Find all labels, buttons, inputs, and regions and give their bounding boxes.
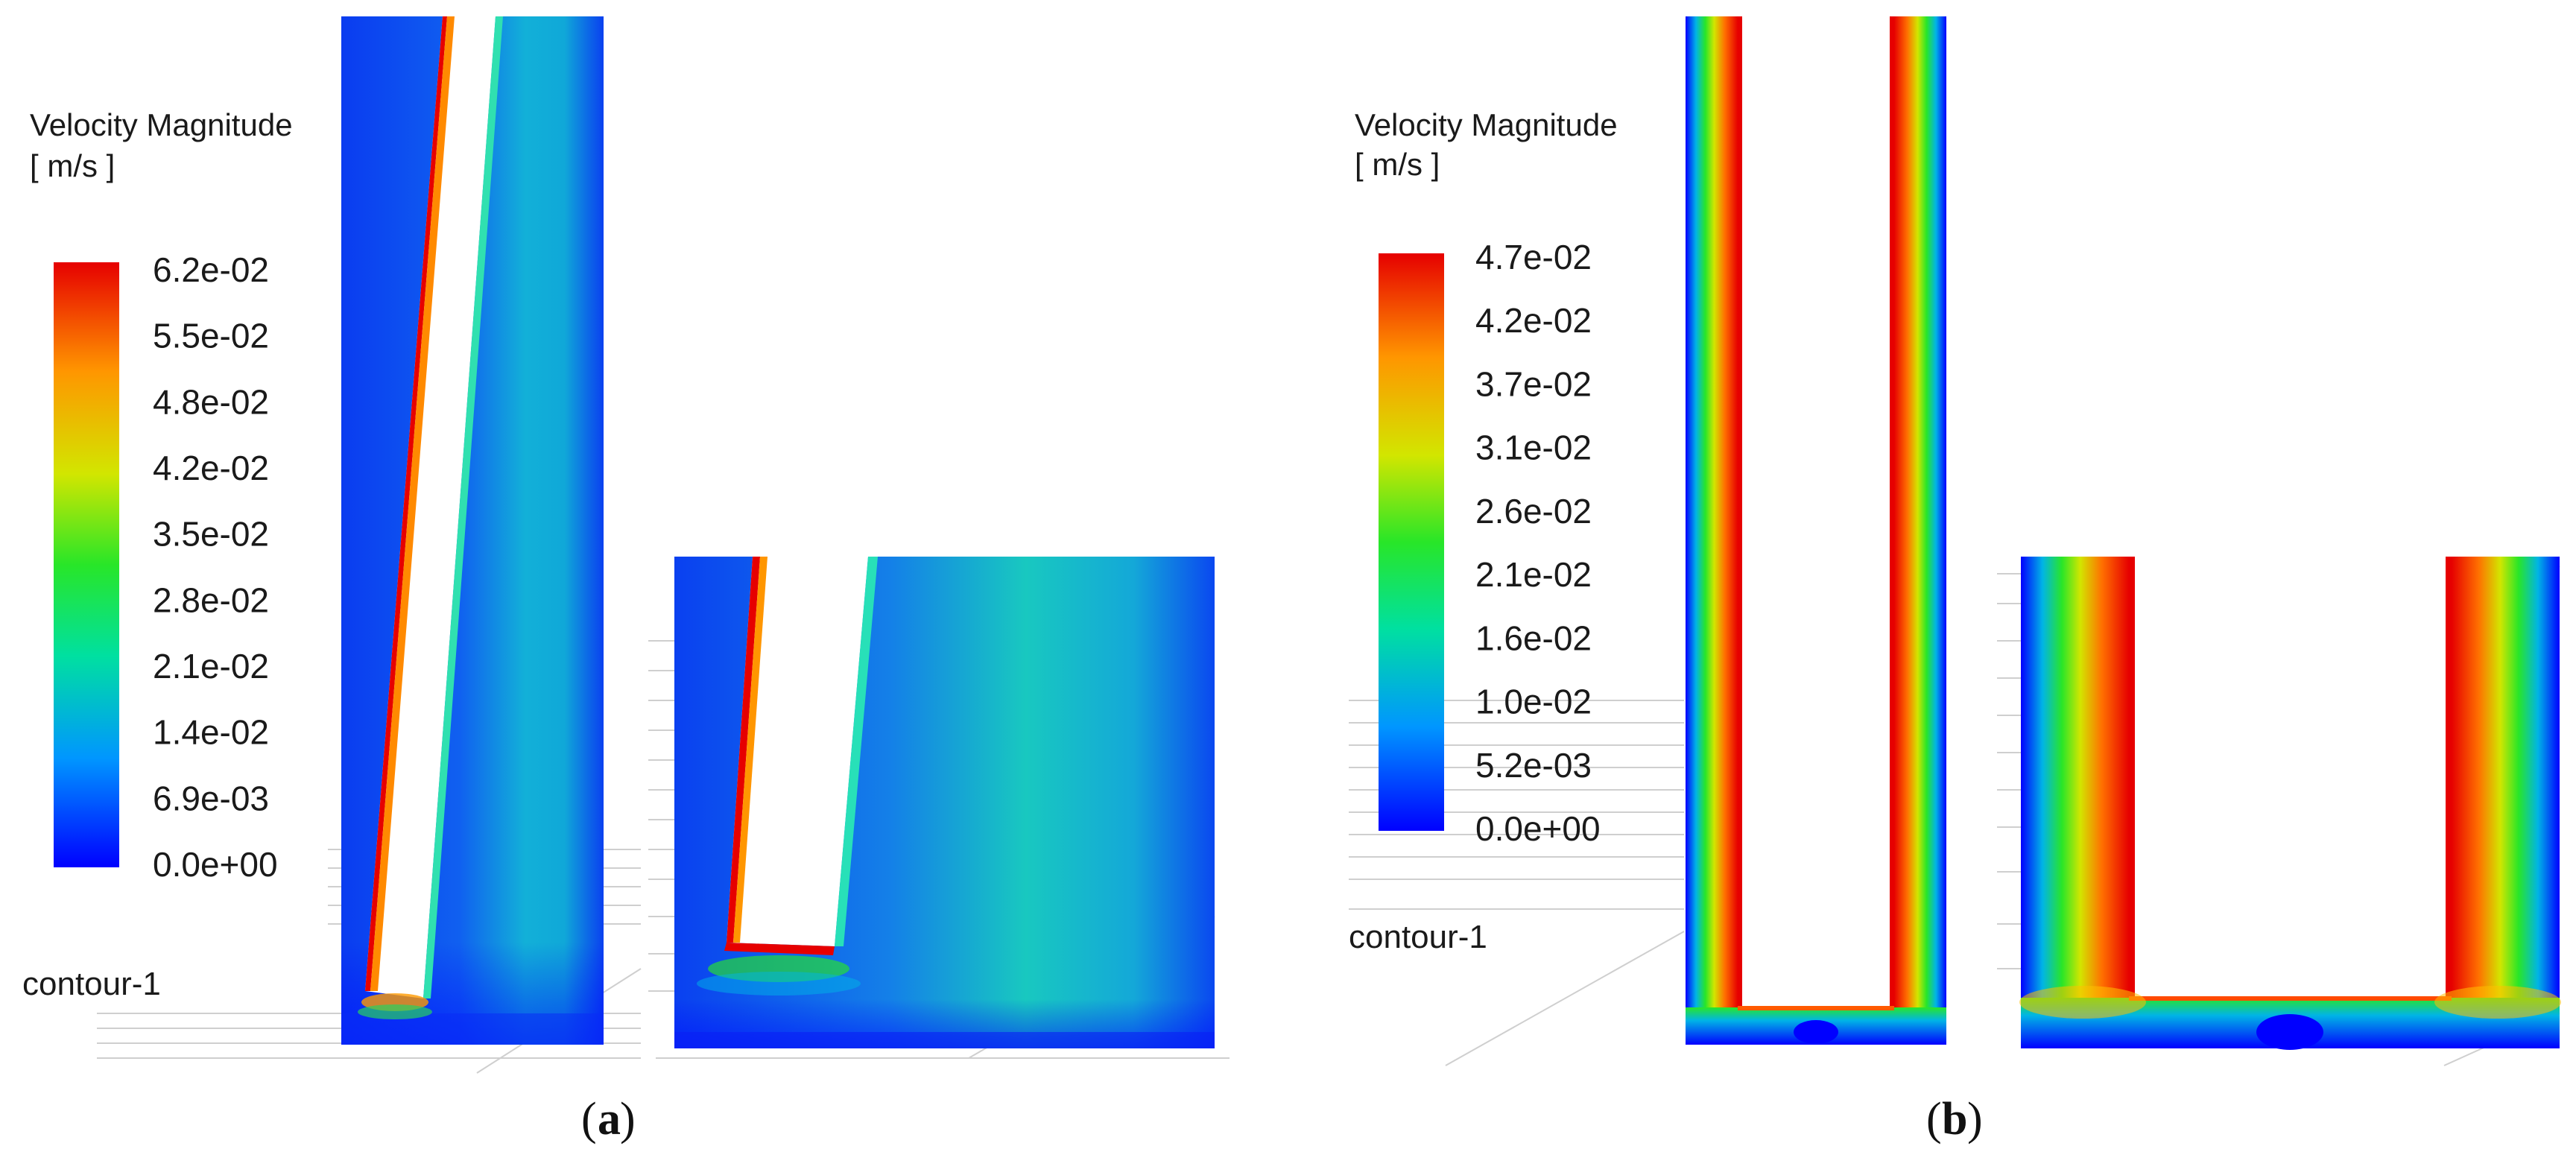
legend-tick-label: 5.5e-02	[153, 317, 269, 355]
legend-units-a: [ m/s ]	[30, 148, 115, 183]
legend-tick-label: 1.4e-02	[153, 713, 269, 752]
legend-tick-label: 4.2e-02	[1475, 301, 1592, 340]
caption-b-letter: b	[1942, 1094, 1967, 1145]
wide-domain-a	[674, 557, 1215, 1048]
legend-tick-label: 4.7e-02	[1475, 238, 1592, 276]
caption-a-close: )	[620, 1094, 636, 1145]
legend-tick-label: 1.6e-02	[1475, 618, 1592, 657]
caption-a-open: (	[581, 1094, 597, 1145]
panel-b: Velocity Magnitude [ m/s ] 4.7e-02 4.2e-0…	[1349, 16, 2561, 1145]
legend-tick-label: 6.9e-03	[153, 779, 269, 817]
legend-tick-label: 3.1e-02	[1475, 428, 1592, 467]
legend-tick-label: 2.8e-02	[153, 580, 269, 619]
caption-a: ( a )	[581, 1094, 636, 1145]
legend-tick-label: 6.2e-02	[153, 250, 269, 289]
legend-tick-label: 2.1e-02	[1475, 555, 1592, 594]
legend-title-a: Velocity Magnitude	[30, 107, 293, 142]
legend-tick-label: 2.6e-02	[1475, 492, 1592, 531]
caption-a-letter: a	[598, 1094, 621, 1145]
legend-tick-label: 0.0e+00	[153, 845, 278, 884]
legend-tick-label: 3.5e-02	[153, 515, 269, 554]
colorbar-a	[54, 262, 119, 867]
tall-domain-a	[341, 16, 604, 1045]
legend-tick-label: 1.0e-02	[1475, 683, 1592, 721]
panel-a: Velocity Magnitude [ m/s ] 6.2e-02 5.5e-0…	[22, 16, 1230, 1145]
legend-title-b: Velocity Magnitude	[1355, 107, 1618, 142]
legend-units-b: [ m/s ]	[1355, 147, 1440, 182]
contour-label-b: contour-1	[1349, 919, 1487, 955]
legend-ticks-b: 4.7e-02 4.2e-02 3.7e-02 3.1e-02 2.6e-02 2.1e-…	[1475, 238, 1601, 848]
legend-tick-label: 3.7e-02	[1475, 364, 1592, 403]
colorbar-b	[1379, 253, 1444, 831]
legend-tick-label: 2.1e-02	[153, 647, 269, 686]
contour-label-a: contour-1	[22, 966, 161, 1002]
caption-b-close: )	[1967, 1094, 1983, 1145]
wide-domain-b	[2019, 557, 2561, 1050]
legend-tick-label: 5.2e-03	[1475, 746, 1592, 785]
legend-tick-label: 4.8e-02	[153, 382, 269, 421]
legend-a: Velocity Magnitude [ m/s ] 6.2e-02 5.5e-0…	[30, 107, 293, 884]
legend-ticks-a: 6.2e-02 5.5e-02 4.8e-02 4.2e-02 3.5e-02 2.8e-…	[153, 250, 278, 884]
legend-tick-label: 4.2e-02	[153, 449, 269, 487]
caption-b: ( b )	[1926, 1094, 1983, 1145]
legend-tick-label: 0.0e+00	[1475, 809, 1601, 848]
tall-domain-b	[1686, 16, 1946, 1045]
legend-b: Velocity Magnitude [ m/s ] 4.7e-02 4.2e-0…	[1355, 107, 1618, 848]
caption-b-open: (	[1926, 1094, 1942, 1145]
